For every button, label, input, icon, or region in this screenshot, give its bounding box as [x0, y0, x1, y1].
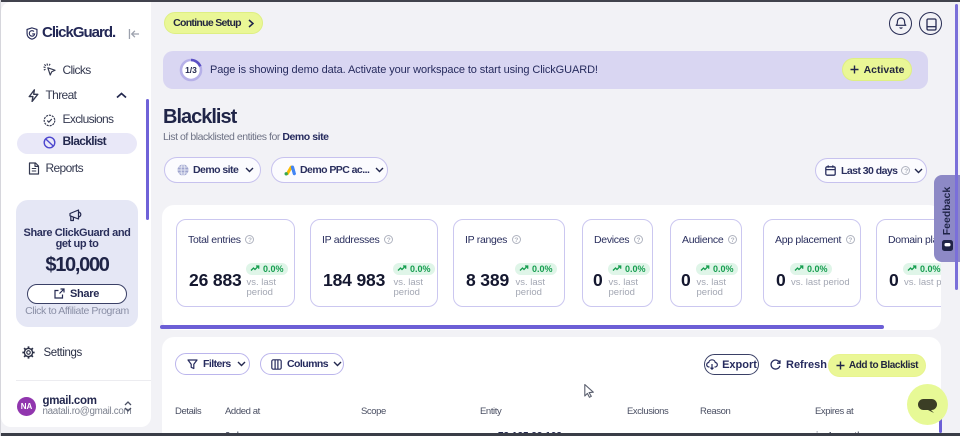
- svg-text:1/3: 1/3: [185, 65, 197, 75]
